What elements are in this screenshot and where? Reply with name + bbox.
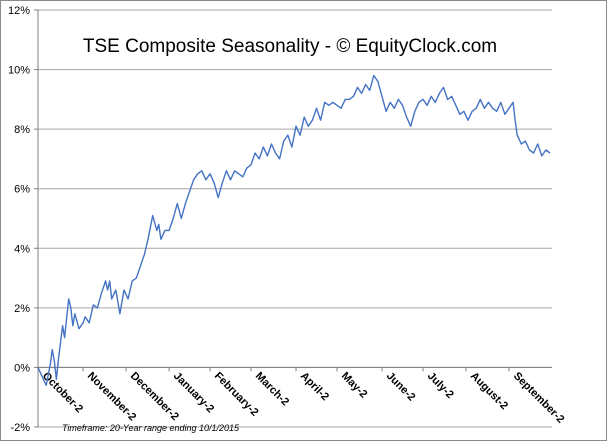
y-tick-label: -2% [10,422,30,434]
x-tick-label: January-2 [171,370,216,415]
gridlines [38,9,552,428]
x-tick-label: August-2 [468,370,510,412]
y-tick-label: 0% [14,362,30,374]
series-line [37,74,551,386]
x-tick-label: September-2 [511,370,567,426]
y-tick-labels: -2% 0% 2% 4% 6% 8% 10% 12% [8,5,30,434]
y-tick-label: 12% [8,5,30,17]
chart-title: TSE Composite Seasonality - © EquityCloc… [83,36,497,57]
x-tick-label: July-2 [425,370,456,401]
x-tick-label: June-2 [384,370,418,404]
x-tick-label: April-2 [298,370,331,403]
x-tick-label: October-2 [40,370,85,415]
series-layer [37,74,551,386]
y-tick-label: 6% [14,184,30,196]
y-tick-label: 2% [14,303,30,315]
axes [34,9,552,428]
y-tick-label: 10% [8,65,30,77]
y-tick-label: 8% [14,124,30,136]
x-tick-labels: October-2 November-2December-2January-2Fe… [40,370,567,426]
x-tick-label: May-2 [339,370,370,401]
timeframe-footnote: Timeframe: 20-Year range ending 10/1/201… [62,423,240,433]
y-tick-label: 4% [14,243,30,255]
x-tick-label: March-2 [253,370,291,408]
